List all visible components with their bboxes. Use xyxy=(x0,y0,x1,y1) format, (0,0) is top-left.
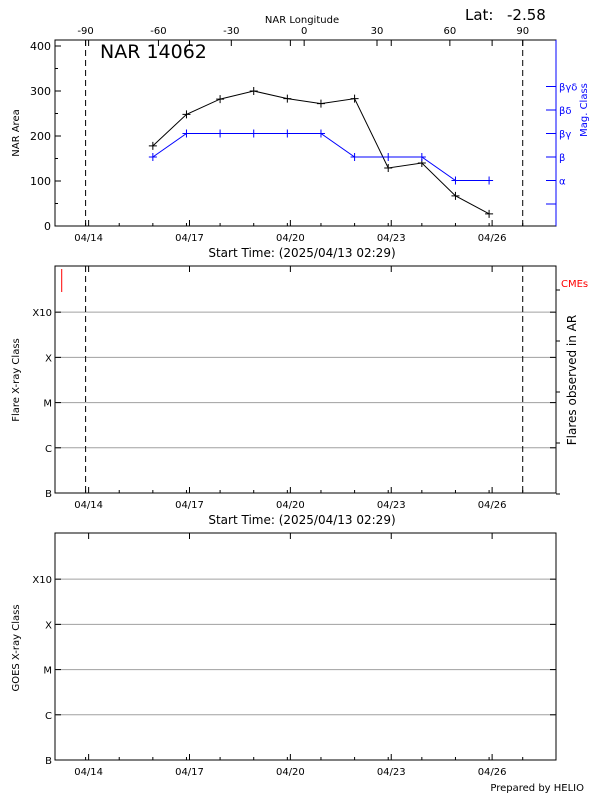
flare-y-tick-label: M xyxy=(43,399,52,410)
longitude-tick-label: 0 xyxy=(301,26,307,37)
goes-x-tick-label: 04/14 xyxy=(74,767,103,778)
mag-point xyxy=(316,129,325,138)
mag-point xyxy=(283,129,292,138)
flare-panel: Flare X-ray Class Flares observed in AR … xyxy=(11,265,588,527)
longitude-tick-label: -90 xyxy=(77,26,93,37)
flare-x-tick-label: 04/26 xyxy=(478,500,507,511)
goes-x-tick-label: 04/23 xyxy=(377,767,406,778)
y-axis-label-flare: Flare X-ray Class xyxy=(11,338,22,422)
mag-point xyxy=(350,153,359,161)
flare-y-tick-label: B xyxy=(45,489,52,500)
area-point xyxy=(384,163,393,172)
area-point xyxy=(216,95,225,104)
goes-x-tick-label: 04/26 xyxy=(478,767,507,778)
longitude-tick-label: -30 xyxy=(223,26,239,37)
longitude-tick-label: 30 xyxy=(371,26,384,37)
x-axis-label-1: Start Time: (2025/04/13 02:29) xyxy=(208,246,395,260)
flare-x-tick-label: 04/20 xyxy=(276,500,305,511)
area-y-tick-label: 300 xyxy=(30,85,51,98)
mag-point xyxy=(216,129,225,138)
x-axis-label-2: Start Time: (2025/04/13 02:29) xyxy=(208,513,395,527)
longitude-tick-label: -60 xyxy=(150,26,166,37)
credit-text: Prepared by HELIO xyxy=(490,783,584,794)
goes-y-tick-label: B xyxy=(45,756,52,767)
flare-y-tick-label: C xyxy=(45,444,52,455)
nar-area-panel: NAR Longitude NAR 14062 NAR Area Mag. Cl… xyxy=(11,15,590,260)
lat-label: Lat: xyxy=(465,6,493,24)
mag-point xyxy=(249,129,258,138)
flare-x-tick-label: 04/17 xyxy=(175,500,204,511)
mag-class-label: β xyxy=(559,153,565,164)
area-series-line xyxy=(152,90,490,215)
mag-point xyxy=(417,153,426,161)
mag-point xyxy=(182,129,191,138)
flare-frame xyxy=(54,265,557,494)
area-y-tick-label: 200 xyxy=(30,130,51,143)
flare-x-tick-label: 04/23 xyxy=(377,500,406,511)
flare-x-tick-label: 04/14 xyxy=(74,500,103,511)
panel-title: NAR 14062 xyxy=(100,41,207,63)
area-point xyxy=(249,87,258,95)
top-axis-label: NAR Longitude xyxy=(265,15,339,26)
area-x-tick-label: 04/14 xyxy=(74,233,103,244)
area-x-tick-label: 04/23 xyxy=(377,233,406,244)
mag-point xyxy=(451,176,460,185)
goes-y-tick-label: X10 xyxy=(32,575,52,586)
y-axis-label-area: NAR Area xyxy=(11,109,22,156)
y-axis-label-flares-ar: Flares observed in AR xyxy=(565,315,579,445)
area-point xyxy=(485,209,494,218)
goes-x-tick-label: 04/20 xyxy=(276,767,305,778)
lat-value: -2.58 xyxy=(507,6,546,24)
mag-point xyxy=(485,176,494,185)
area-x-tick-label: 04/26 xyxy=(478,233,507,244)
flare-y-tick-label: X10 xyxy=(32,308,52,319)
goes-x-tick-label: 04/17 xyxy=(175,767,204,778)
y-axis-label-mag: Mag. Class xyxy=(579,83,590,137)
longitude-tick-label: 90 xyxy=(516,26,529,37)
mag-class-label: βγ xyxy=(559,130,571,141)
mag-point xyxy=(148,153,157,161)
goes-panel: GOES X-ray Class B C M X X10 04/14 04/17 04/20 0… xyxy=(11,532,557,778)
area-y-tick-label: 0 xyxy=(44,220,51,233)
area-x-tick-label: 04/20 xyxy=(276,233,305,244)
y-axis-label-goes: GOES X-ray Class xyxy=(11,604,22,691)
goes-y-tick-label: X xyxy=(45,620,52,631)
area-point xyxy=(316,99,325,108)
area-point xyxy=(182,110,191,119)
flare-y-tick-label: X xyxy=(45,353,52,364)
area-x-tick-label: 04/17 xyxy=(175,233,204,244)
mag-class-label: βγδ xyxy=(559,83,577,94)
area-point xyxy=(283,94,292,103)
area-point xyxy=(148,141,157,150)
area-y-tick-label: 100 xyxy=(30,175,51,188)
mag-class-label: α xyxy=(559,177,566,188)
area-point xyxy=(350,94,359,103)
mag-class-label: βδ xyxy=(559,106,572,117)
mag-point xyxy=(384,153,393,161)
goes-frame xyxy=(54,532,557,761)
goes-y-tick-label: M xyxy=(43,666,52,677)
goes-y-tick-label: C xyxy=(45,711,52,722)
mag-series-line xyxy=(152,133,490,181)
cme-label: CMEs xyxy=(561,279,588,290)
area-point xyxy=(451,191,460,200)
area-y-tick-label: 400 xyxy=(30,40,51,53)
longitude-tick-label: 60 xyxy=(443,26,456,37)
